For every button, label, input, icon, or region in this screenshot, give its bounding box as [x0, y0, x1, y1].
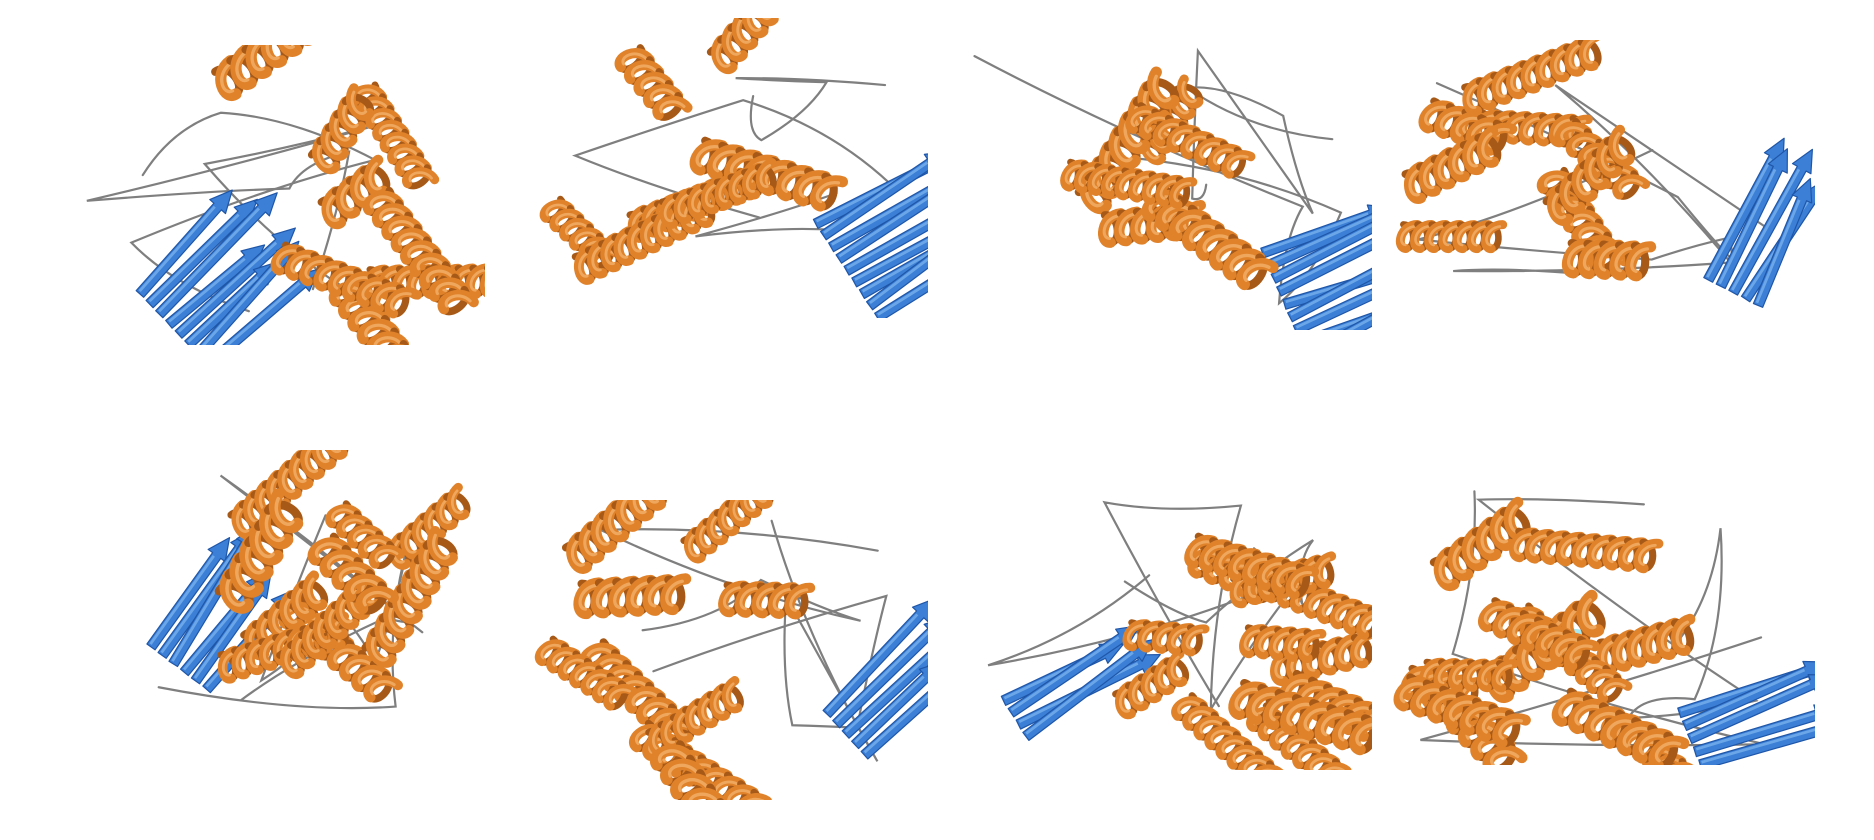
alpha-helix	[211, 45, 318, 101]
beta-strand	[860, 672, 928, 760]
alpha-helix	[361, 525, 458, 668]
beta-strand	[1260, 204, 1372, 259]
beta-strand	[832, 616, 928, 729]
alpha-helix	[1112, 649, 1190, 720]
alpha-helix	[706, 18, 779, 74]
alpha-helix	[1461, 40, 1602, 116]
alpha-helix	[362, 186, 479, 316]
coil-loop	[572, 99, 897, 238]
alpha-helix	[1122, 619, 1210, 657]
coil-loop	[735, 77, 887, 142]
alpha-helix	[718, 580, 816, 620]
beta-strand	[841, 625, 928, 739]
beta-strand	[874, 228, 928, 318]
ribbon-diagram	[86, 45, 485, 345]
beta-strand	[155, 192, 278, 319]
alpha-helix	[1171, 692, 1286, 770]
ribbon-diagram	[1393, 490, 1815, 765]
protein-panel-r2c3	[942, 470, 1372, 770]
beta-strand	[1698, 716, 1815, 765]
alpha-helix	[214, 488, 304, 614]
beta-strand	[1728, 148, 1813, 296]
alpha-helix	[276, 571, 382, 680]
beta-strand	[866, 207, 928, 311]
beta-strand	[1681, 660, 1815, 732]
alpha-helix	[1542, 124, 1636, 226]
beta-strand	[1276, 221, 1372, 297]
ribbon-diagram	[539, 18, 928, 318]
beta-strand	[1692, 704, 1815, 758]
ribbon-diagram	[987, 500, 1372, 770]
alpha-helix	[1509, 527, 1664, 574]
coil-loop	[1475, 498, 1759, 720]
alpha-helix	[1551, 687, 1690, 765]
alpha-helix	[307, 532, 399, 615]
coil-loop	[987, 500, 1308, 714]
alpha-helix	[270, 241, 419, 319]
alpha-helix	[1596, 613, 1696, 676]
alpha-helix	[1401, 125, 1502, 204]
beta-strand	[851, 660, 928, 750]
beta-strand	[1265, 202, 1372, 271]
alpha-helix	[1228, 678, 1372, 756]
alpha-helix	[573, 573, 692, 620]
beta-strand	[851, 211, 928, 288]
alpha-helix	[1478, 597, 1601, 672]
beta-strand	[146, 537, 231, 651]
protein-panel-r1c4	[1385, 40, 1815, 340]
beta-strand	[828, 164, 928, 253]
protein-panel-r2c2	[498, 500, 928, 800]
alpha-helix	[1239, 624, 1327, 664]
beta-strand	[1303, 296, 1372, 330]
alpha-helix	[1561, 238, 1657, 282]
beta-strand	[1703, 137, 1785, 283]
alpha-helix	[561, 500, 667, 574]
alpha-helix	[1125, 102, 1256, 179]
protein-panel-r1c2	[498, 18, 928, 318]
beta-strand	[843, 195, 928, 276]
alpha-helix	[659, 158, 777, 229]
beta-strand	[822, 597, 928, 718]
protein-panel-r2c4	[1385, 465, 1815, 765]
alpha-helix	[650, 740, 727, 800]
protein-panel-r2c1	[55, 450, 485, 750]
alpha-helix	[680, 500, 774, 564]
protein-panel-r1c1	[55, 45, 485, 345]
beta-strand	[1292, 267, 1372, 330]
beta-strand	[1752, 177, 1813, 308]
ribbon-diagram	[535, 500, 928, 800]
beta-strand	[1687, 674, 1815, 744]
ribbon-diagram	[146, 450, 471, 710]
alpha-helix	[614, 44, 693, 121]
coil-loop	[129, 111, 379, 313]
beta-strand	[819, 150, 928, 241]
beta-strand	[174, 227, 296, 339]
beta-strand	[1270, 202, 1372, 284]
beta-strand	[835, 168, 928, 264]
beta-strand	[1007, 624, 1141, 718]
beta-strand	[1287, 257, 1372, 323]
ribbon-diagram	[973, 47, 1372, 330]
protein-panel-r1c3	[942, 30, 1372, 330]
alpha-helix	[307, 83, 375, 175]
alpha-helix	[1060, 158, 1198, 210]
alpha-helix	[1393, 673, 1531, 749]
beta-strand	[1715, 148, 1788, 290]
beta-strand	[135, 189, 233, 298]
ribbon-diagram	[1395, 40, 1815, 308]
alpha-helix	[325, 500, 406, 569]
alpha-helix	[328, 277, 419, 345]
alpha-helix	[384, 482, 471, 570]
alpha-helix	[1184, 532, 1320, 600]
alpha-helix	[1395, 219, 1508, 254]
alpha-helix	[535, 635, 638, 711]
